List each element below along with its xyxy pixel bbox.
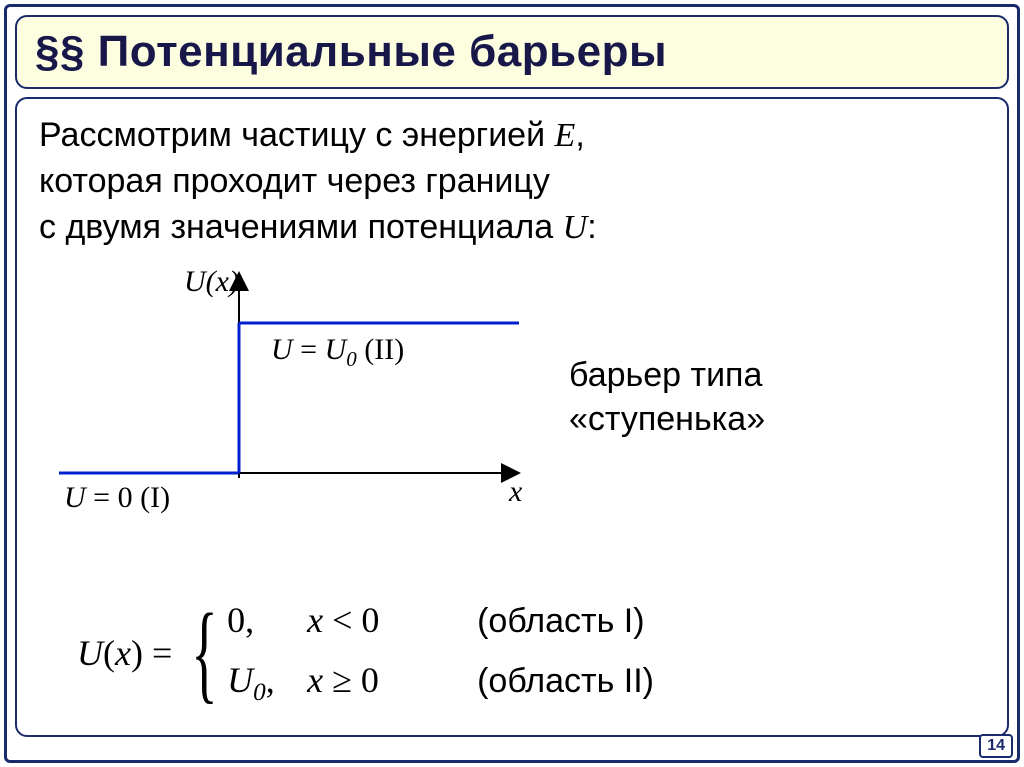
lhs-U: U xyxy=(77,633,103,673)
case-1: 0, x < 0 (область I) xyxy=(227,599,654,641)
x-axis-label: x xyxy=(509,475,522,509)
r2-eq: = xyxy=(293,333,325,366)
r2-sub: 0 xyxy=(346,347,357,371)
c2-U: U xyxy=(227,660,253,700)
intro-l1c: , xyxy=(575,116,584,154)
intro-E: E xyxy=(555,117,576,154)
c2-x: x xyxy=(307,660,323,700)
lhs-po: ( xyxy=(103,633,115,673)
c1-op: < 0 xyxy=(323,600,379,640)
region-1-label: U = 0 (I) xyxy=(64,481,170,515)
r2-U2: U xyxy=(325,333,347,366)
slide-frame: §§ Потенциальные барьеры Рассмотрим част… xyxy=(4,4,1020,763)
graph-area: U(x) x U = 0 (I) U = U0 (II) барьер типа… xyxy=(39,263,959,523)
c2-op: ≥ 0 xyxy=(323,660,379,700)
title-box: §§ Потенциальные барьеры xyxy=(15,15,1009,89)
side-l2: «ступенька» xyxy=(569,400,765,438)
case-2: U0, x ≥ 0 (область II) xyxy=(227,659,654,707)
r1-U: U xyxy=(64,481,86,514)
c2-cond: x ≥ 0 xyxy=(307,659,457,701)
intro-U: U xyxy=(563,209,588,246)
c2-sub: 0 xyxy=(253,679,266,706)
c1-region: (область I) xyxy=(457,602,644,641)
intro-l2: которая проходит через границу xyxy=(39,162,550,200)
c1-x: x xyxy=(307,600,323,640)
side-l1: барьер типа xyxy=(569,356,762,394)
intro-l3a: с двумя значениями потенциала xyxy=(39,208,563,246)
lhs: U(x) = xyxy=(77,632,172,674)
content-box: Рассмотрим частицу с энергией E, которая… xyxy=(15,97,1009,737)
r2-U1: U xyxy=(271,333,293,366)
left-brace: { xyxy=(192,603,218,702)
intro-text: Рассмотрим частицу с энергией E, которая… xyxy=(39,113,985,251)
lhs-pc: ) xyxy=(131,633,143,673)
c2-region: (область II) xyxy=(457,662,654,701)
slide-title: §§ Потенциальные барьеры xyxy=(35,27,989,77)
lhs-eq: = xyxy=(143,633,172,673)
intro-l1a: Рассмотрим частицу с энергией xyxy=(39,116,555,154)
side-label: барьер типа «ступенька» xyxy=(569,353,765,441)
page-number: 14 xyxy=(979,734,1013,758)
r1-rest: = 0 (I) xyxy=(86,481,170,514)
c2-val: U0, xyxy=(227,659,307,707)
c1-cond: x < 0 xyxy=(307,599,457,641)
y-axis-label-text: U(x) xyxy=(184,265,239,298)
lhs-x: x xyxy=(115,633,131,673)
cases: 0, x < 0 (область I) U0, x ≥ 0 (область … xyxy=(227,599,654,707)
intro-l3c: : xyxy=(587,208,596,246)
c2-comma: , xyxy=(266,660,275,700)
x-axis-label-text: x xyxy=(509,475,522,508)
c1-val: 0, xyxy=(227,599,307,641)
r2-rest: (II) xyxy=(357,333,404,366)
piecewise-formula: U(x) = { 0, x < 0 (область I) U0, x ≥ 0 … xyxy=(77,599,654,707)
y-axis-label: U(x) xyxy=(184,265,239,299)
region-2-label: U = U0 (II) xyxy=(271,333,404,372)
